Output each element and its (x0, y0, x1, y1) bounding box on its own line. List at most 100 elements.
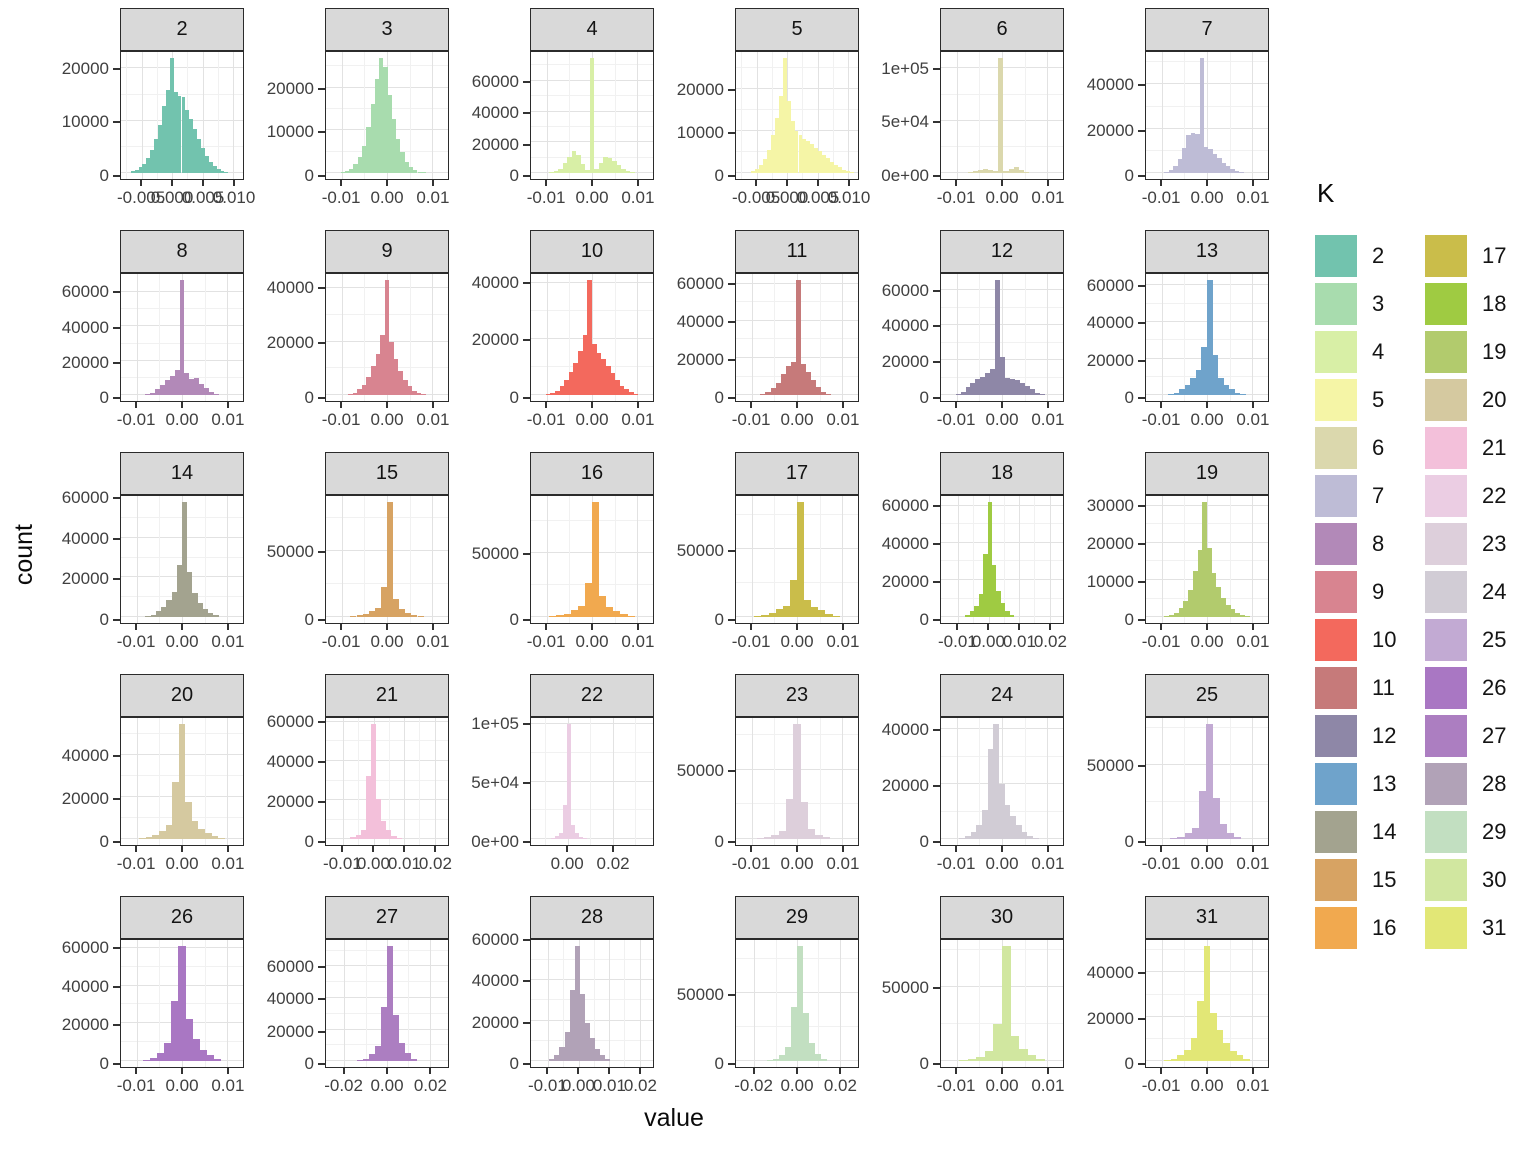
gridline-v (842, 274, 844, 401)
gridline-v (774, 718, 776, 845)
histogram-bar (1010, 379, 1015, 396)
x-tick-label: 0.00 (370, 410, 404, 429)
gridline-v (569, 52, 571, 179)
x-tick-label: 0.00 (370, 188, 404, 207)
y-tick-mark (933, 325, 940, 328)
histogram-bar (199, 1049, 207, 1062)
gridline-h (531, 780, 653, 782)
gridline-v (741, 52, 743, 179)
legend-label: 23 (1482, 531, 1507, 556)
legend-swatch (1315, 379, 1357, 421)
histogram-bar (766, 150, 771, 174)
facet: 0 20000 40000 60000 21 -0.01 0.00 0.01 0.02 (263, 674, 468, 896)
gridline-h (121, 93, 243, 95)
histogram-bar (172, 781, 179, 840)
y-tick-mark (933, 580, 940, 583)
gridline-v (204, 718, 206, 845)
facet-strip: 3 (325, 8, 449, 51)
histogram-bar (344, 170, 350, 174)
histogram-bar (184, 373, 190, 396)
histogram-bar (782, 57, 787, 174)
x-tick-mark (1160, 846, 1163, 852)
y-tick-label: 60000 (471, 71, 519, 91)
facet-x-axis: -0.01 0.00 0.01 (937, 180, 1064, 228)
y-tick-area: 0 20000 40000 60000 (58, 488, 120, 629)
facet-strip: 7 (1145, 8, 1269, 51)
histogram-bar (998, 783, 1005, 840)
y-tick-mark (728, 769, 735, 772)
histogram-bar (967, 1058, 977, 1062)
y-tick-mark (113, 121, 120, 124)
histogram-bar (1005, 611, 1010, 618)
x-tick-label: 0.00 (971, 632, 1005, 651)
facet-x-axis: -0.01 0.00 0.01 (1142, 624, 1269, 672)
facet-strip: 8 (120, 230, 244, 273)
histogram-bar (1221, 162, 1226, 174)
y-tick-label: 40000 (61, 528, 109, 548)
y-tick-label: 10000 (676, 123, 724, 143)
legend-swatch (1315, 523, 1357, 565)
histogram-bar (826, 158, 831, 174)
histogram-bar (754, 616, 762, 618)
facet-y-axis: 0 20000 40000 60000 (468, 896, 530, 1118)
histogram-bar (1244, 616, 1250, 618)
x-tick-mark (340, 180, 343, 186)
facet-x-axis: -0.01 0.00 0.01 (117, 624, 244, 672)
facet-panel (1145, 717, 1269, 846)
gridline-v (341, 274, 343, 401)
histogram-bar (161, 106, 166, 174)
legend-label: 22 (1482, 483, 1507, 508)
facet-x-axis: -0.01 0.00 0.01 (117, 402, 244, 450)
gridline-v (1003, 496, 1005, 623)
legend-swatch (1315, 619, 1357, 661)
y-tick-label: 20000 (61, 58, 109, 78)
x-tick-mark (226, 846, 229, 852)
gridline-v (432, 496, 434, 623)
histogram-bar (850, 172, 855, 174)
x-tick-label: -0.02 (734, 1076, 773, 1095)
gridline-v (388, 718, 390, 845)
y-tick-mark (1138, 765, 1145, 768)
facet: 0 10000 20000 2 -0.005 0.000 0.005 0.010 (58, 8, 263, 230)
histogram-bar (790, 361, 796, 396)
x-tick-mark (848, 180, 851, 186)
histogram-bar (969, 611, 975, 618)
facet-y-axis: 0 20000 40000 (58, 674, 120, 896)
gridline-v (1024, 940, 1026, 1067)
x-tick-mark (135, 1068, 138, 1074)
gridline-v (818, 940, 820, 1067)
x-tick-mark (1049, 624, 1052, 630)
facet-panel (530, 939, 654, 1068)
y-tick-label: 0 (99, 1054, 109, 1074)
y-tick-area: 0 50000 (673, 940, 735, 1073)
histogram-bar (797, 945, 804, 1062)
legend-entry: 30 (1425, 859, 1535, 907)
x-tick-label: 0.00 (165, 1076, 199, 1095)
histogram-bar (790, 1006, 797, 1062)
facet-y-axis: 0 20000 40000 (1083, 896, 1145, 1118)
histogram-bar (187, 572, 193, 618)
histogram-bar (1177, 836, 1185, 840)
histogram-bar (155, 389, 161, 396)
gridline-v (842, 718, 844, 845)
facet-x-axis: -0.01 0.00 0.01 (322, 624, 449, 672)
y-tick-label: 0 (1124, 1054, 1134, 1074)
histogram-bar (790, 121, 795, 174)
y-tick-label: 0 (1124, 388, 1134, 408)
histogram-bar (380, 587, 387, 618)
histogram-bar (194, 377, 200, 396)
histogram-bar (1210, 1012, 1217, 1062)
facet-strip-label: 15 (375, 462, 399, 484)
y-tick-mark (318, 131, 325, 134)
facet-panel (1145, 939, 1269, 1068)
gridline-v (432, 52, 434, 179)
x-tick-mark (181, 1068, 183, 1074)
gridline-v (1047, 52, 1049, 179)
histogram-bar (549, 616, 557, 618)
gridline-v (1252, 274, 1254, 401)
histogram-bar (976, 1056, 985, 1062)
facet-x-axis: -0.01 0.00 0.01 (1142, 402, 1269, 450)
y-tick-label: 60000 (881, 280, 929, 300)
y-tick-label: 50000 (676, 540, 724, 560)
legend-label: 13 (1372, 771, 1397, 796)
